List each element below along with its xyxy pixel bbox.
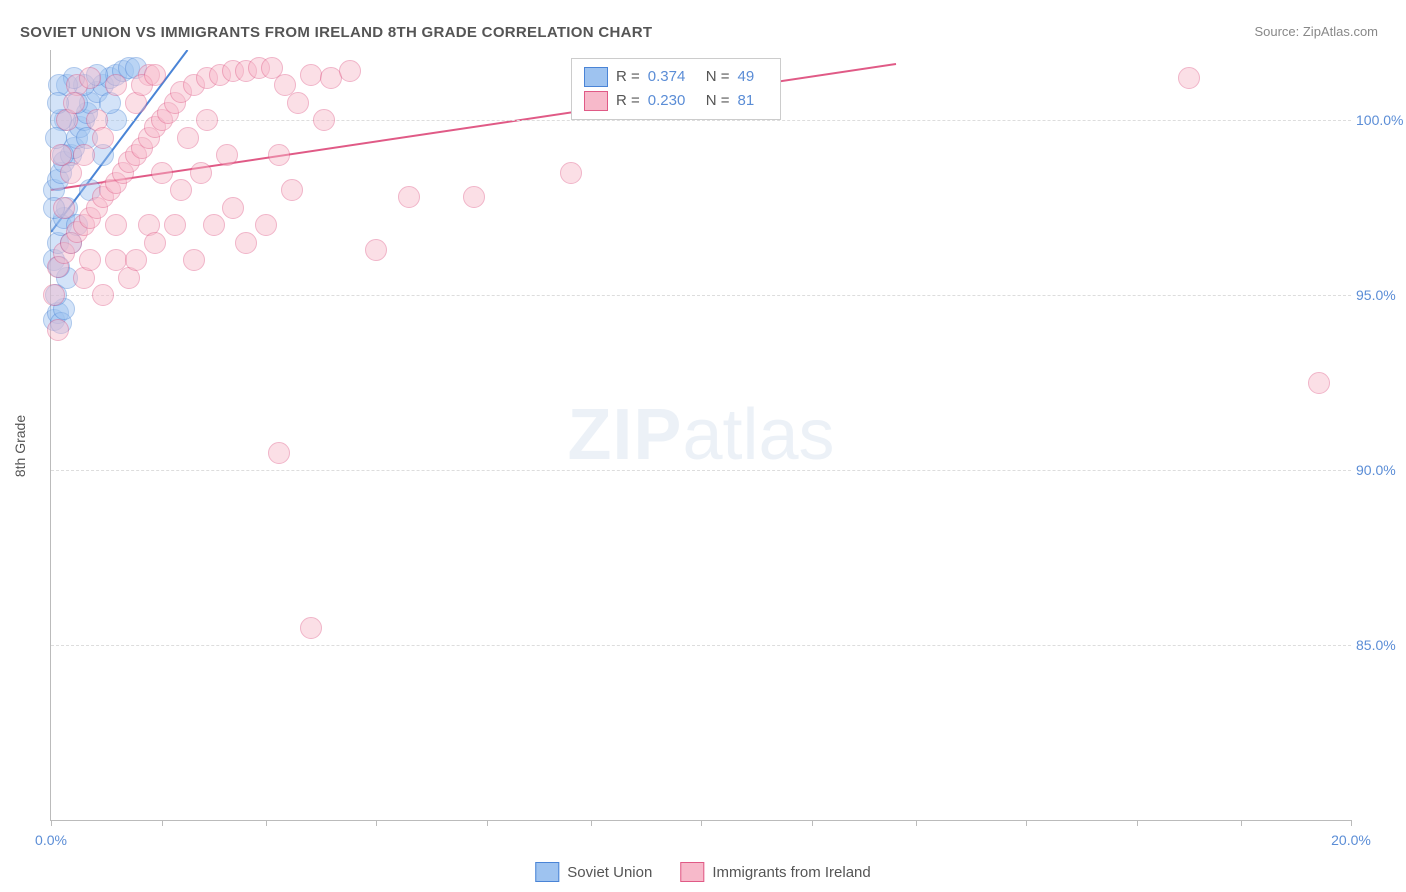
scatter-point [196, 109, 218, 131]
scatter-point [300, 64, 322, 86]
scatter-point [53, 197, 75, 219]
stat-r-label: R = [616, 92, 640, 109]
scatter-point [92, 284, 114, 306]
scatter-point [125, 249, 147, 271]
legend-swatch [535, 862, 559, 882]
x-tick [1241, 820, 1242, 826]
chart-title: SOVIET UNION VS IMMIGRANTS FROM IRELAND … [20, 24, 652, 41]
stats-legend: R = 0.374 N = 49 R = 0.230 N = 81 [571, 58, 781, 120]
scatter-point [190, 162, 212, 184]
gridline [51, 470, 1351, 471]
scatter-point [79, 67, 101, 89]
y-axis-label: 8th Grade [12, 415, 28, 477]
legend-swatch [680, 862, 704, 882]
y-tick-label: 90.0% [1356, 462, 1406, 478]
x-tick [487, 820, 488, 826]
watermark-zip: ZIP [567, 395, 682, 475]
scatter-point [313, 109, 335, 131]
scatter-point [43, 284, 65, 306]
gridline [51, 295, 1351, 296]
scatter-point [1178, 67, 1200, 89]
stat-r-label: R = [616, 68, 640, 85]
x-tick [376, 820, 377, 826]
scatter-point [560, 162, 582, 184]
legend-bottom: Soviet Union Immigrants from Ireland [535, 862, 870, 882]
scatter-point [164, 214, 186, 236]
stats-row: R = 0.230 N = 81 [584, 89, 768, 113]
scatter-point [268, 442, 290, 464]
legend-item: Soviet Union [535, 862, 652, 882]
scatter-point [255, 214, 277, 236]
scatter-point [300, 617, 322, 639]
stat-n-label: N = [706, 92, 730, 109]
scatter-point [177, 127, 199, 149]
legend-label: Immigrants from Ireland [712, 864, 870, 881]
x-tick [701, 820, 702, 826]
scatter-point [144, 64, 166, 86]
scatter-point [47, 319, 69, 341]
x-tick [1026, 820, 1027, 826]
scatter-point [216, 144, 238, 166]
y-tick-label: 85.0% [1356, 637, 1406, 653]
x-tick [1137, 820, 1138, 826]
stat-r-value: 0.230 [648, 92, 698, 109]
scatter-point [144, 232, 166, 254]
scatter-point [105, 214, 127, 236]
stats-row: R = 0.374 N = 49 [584, 65, 768, 89]
stat-n-label: N = [706, 68, 730, 85]
x-tick [812, 820, 813, 826]
x-tick [591, 820, 592, 826]
scatter-point [105, 74, 127, 96]
scatter-point [463, 186, 485, 208]
scatter-point [365, 239, 387, 261]
x-tick [266, 820, 267, 826]
scatter-point [398, 186, 420, 208]
scatter-point [92, 127, 114, 149]
x-tick [51, 820, 52, 826]
stat-n-value: 49 [738, 68, 768, 85]
x-tick-label: 20.0% [1331, 832, 1371, 848]
scatter-point [1308, 372, 1330, 394]
scatter-point [170, 179, 192, 201]
scatter-point [222, 197, 244, 219]
gridline [51, 645, 1351, 646]
scatter-point [287, 92, 309, 114]
scatter-point [268, 144, 290, 166]
legend-swatch [584, 91, 608, 111]
stat-r-value: 0.374 [648, 68, 698, 85]
scatter-point [281, 179, 303, 201]
x-tick [162, 820, 163, 826]
scatter-point [63, 92, 85, 114]
scatter-point [151, 162, 173, 184]
watermark: ZIPatlas [567, 394, 834, 476]
y-tick-label: 100.0% [1356, 112, 1406, 128]
scatter-point [50, 144, 72, 166]
watermark-atlas: atlas [682, 395, 834, 475]
scatter-point [79, 249, 101, 271]
scatter-point [203, 214, 225, 236]
legend-label: Soviet Union [567, 864, 652, 881]
trend-lines-svg [51, 50, 1351, 820]
source-label: Source: ZipAtlas.com [1254, 24, 1378, 39]
x-tick [1351, 820, 1352, 826]
plot-area: ZIPatlas 85.0%90.0%95.0%100.0%0.0%20.0%R… [50, 50, 1351, 821]
x-tick-label: 0.0% [35, 832, 67, 848]
stat-n-value: 81 [738, 92, 768, 109]
y-tick-label: 95.0% [1356, 287, 1406, 303]
x-tick [916, 820, 917, 826]
scatter-point [235, 232, 257, 254]
scatter-point [339, 60, 361, 82]
legend-swatch [584, 67, 608, 87]
scatter-point [183, 249, 205, 271]
legend-item: Immigrants from Ireland [680, 862, 870, 882]
gridline [51, 120, 1351, 121]
